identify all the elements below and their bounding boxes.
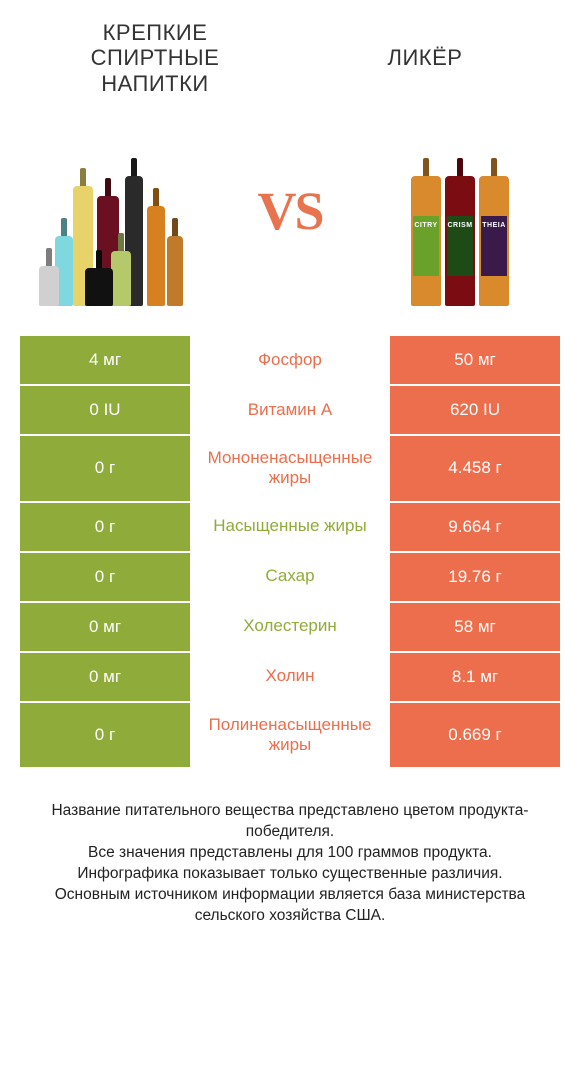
left-value-cell: 0 г (20, 703, 190, 768)
bottle-icon (39, 266, 59, 306)
right-value-cell: 58 мг (390, 603, 560, 651)
comparison-table: 4 мгФосфор50 мг0 IUВитамин A620 IU0 гМон… (20, 336, 560, 768)
header: КРЕПКИЕ СПИРТНЫЕ НАПИТКИ ЛИКЁР (0, 10, 580, 96)
table-row: 0 гМононенасыщенные жиры4.458 г (20, 434, 560, 501)
liqueur-bottle-icon: CRISM (445, 176, 475, 306)
nutrient-label: Сахар (190, 553, 390, 601)
nutrient-label: Витамин A (190, 386, 390, 434)
left-value-cell: 0 г (20, 503, 190, 551)
left-value-cell: 0 IU (20, 386, 190, 434)
liqueur-bottle-icon: CITRY (411, 176, 441, 306)
vs-badge: VS (257, 180, 322, 242)
nutrient-label: Мононенасыщенные жиры (190, 436, 390, 501)
nutrient-label: Фосфор (190, 336, 390, 384)
bottle-icon (111, 251, 131, 306)
footer-line: Инфографика показывает только существенн… (24, 864, 556, 885)
footer-line: Все значения представлены для 100 граммо… (24, 843, 556, 864)
table-row: 4 мгФосфор50 мг (20, 336, 560, 384)
right-product-image: CITRY CRISM THEIA (370, 116, 550, 306)
bottle-label: CRISM (447, 216, 473, 276)
nutrient-label: Насыщенные жиры (190, 503, 390, 551)
bottle-label: CITRY (413, 216, 439, 276)
left-value-cell: 0 мг (20, 603, 190, 651)
table-row: 0 мгХолин8.1 мг (20, 651, 560, 701)
left-product-title: КРЕПКИЕ СПИРТНЫЕ НАПИТКИ (47, 20, 263, 96)
left-value-cell: 0 г (20, 553, 190, 601)
right-value-cell: 0.669 г (390, 703, 560, 768)
right-product-title: ЛИКЁР (317, 45, 533, 70)
footer-notes: Название питательного вещества представл… (0, 767, 580, 927)
right-value-cell: 19.76 г (390, 553, 560, 601)
nutrient-label: Холестерин (190, 603, 390, 651)
table-row: 0 гНасыщенные жиры9.664 г (20, 501, 560, 551)
right-value-cell: 50 мг (390, 336, 560, 384)
bottle-icon (147, 206, 165, 306)
right-value-cell: 9.664 г (390, 503, 560, 551)
nutrient-label: Полиненасыщенные жиры (190, 703, 390, 768)
table-row: 0 гПолиненасыщенные жиры0.669 г (20, 701, 560, 768)
bottle-icon (167, 236, 183, 306)
left-value-cell: 4 мг (20, 336, 190, 384)
header-left-col: КРЕПКИЕ СПИРТНЫЕ НАПИТКИ (47, 20, 263, 96)
nutrient-label: Холин (190, 653, 390, 701)
table-row: 0 гСахар19.76 г (20, 551, 560, 601)
left-value-cell: 0 г (20, 436, 190, 501)
table-row: 0 IUВитамин A620 IU (20, 384, 560, 434)
images-row: VS CITRY CRISM THEIA (0, 96, 580, 336)
table-row: 0 мгХолестерин58 мг (20, 601, 560, 651)
right-value-cell: 8.1 мг (390, 653, 560, 701)
liqueur-bottle-icon: THEIA (479, 176, 509, 306)
right-value-cell: 4.458 г (390, 436, 560, 501)
left-product-image (30, 116, 210, 306)
header-right-col: ЛИКЁР (317, 45, 533, 70)
bottle-label: THEIA (481, 216, 507, 276)
bottle-icon (85, 268, 113, 306)
left-value-cell: 0 мг (20, 653, 190, 701)
infographic-container: КРЕПКИЕ СПИРТНЫЕ НАПИТКИ ЛИКЁР VS CITRYC… (0, 0, 580, 1084)
footer-line: Название питательного вещества представл… (24, 801, 556, 843)
footer-line: Основным источником информации является … (24, 885, 556, 927)
right-value-cell: 620 IU (390, 386, 560, 434)
